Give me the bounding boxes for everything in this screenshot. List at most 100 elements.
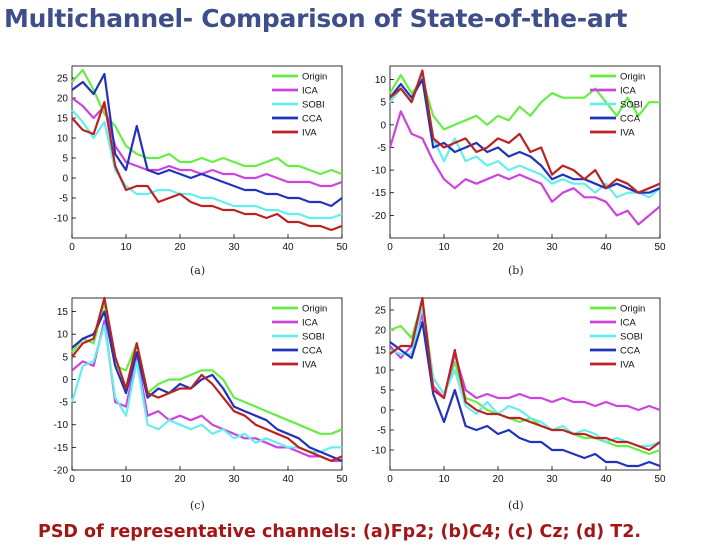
y-tick-label: 20 — [375, 326, 387, 337]
series-line-origin — [71, 68, 343, 176]
plot-frame — [71, 297, 343, 471]
x-tick-label: 40 — [282, 474, 294, 485]
x-tick-label: 0 — [387, 242, 393, 253]
slide-caption: PSD of representative channels: (a)Fp2; … — [38, 522, 642, 542]
y-tick-label: -10 — [54, 420, 69, 431]
legend-label-ica: ICA — [620, 318, 637, 329]
y-tick-label: 0 — [380, 120, 386, 131]
y-tick-label: -20 — [54, 466, 69, 477]
y-tick-label: -15 — [54, 443, 69, 454]
x-tick-label: 10 — [120, 242, 132, 253]
x-tick-label: 10 — [120, 474, 132, 485]
legend-label-iva: IVA — [302, 360, 317, 371]
x-tick-label: 10 — [438, 242, 450, 253]
x-tick-label: 20 — [492, 474, 504, 485]
y-tick-label: 10 — [57, 134, 69, 145]
legend-label-origin: Origin — [620, 72, 645, 83]
y-tick-label: 5 — [380, 98, 386, 109]
x-tick-label: 0 — [387, 474, 393, 485]
series-line-sobi — [389, 304, 661, 448]
legend-label-cca: CCA — [620, 114, 641, 125]
y-tick-label: 5 — [62, 352, 68, 363]
legend-label-origin: Origin — [302, 72, 327, 83]
plot-frame — [389, 297, 661, 471]
plot-frame — [71, 65, 343, 239]
x-tick-label: 30 — [546, 242, 558, 253]
y-tick-label: -5 — [377, 143, 386, 154]
plot-frame — [389, 65, 661, 239]
legend-label-iva: IVA — [620, 128, 635, 139]
series-line-sobi — [389, 74, 661, 199]
x-tick-label: 50 — [654, 474, 666, 485]
y-tick-label: 10 — [375, 366, 387, 377]
series-line-sobi — [70, 324, 342, 453]
y-tick-label: 0 — [62, 174, 68, 185]
series-line-ica — [71, 319, 342, 462]
x-tick-label: 0 — [69, 474, 75, 485]
x-tick-label: 20 — [174, 242, 186, 253]
chart-panel-a: 0 10 20 30 40 50 -10 -5 0 5 10 15 20 25 Origin ICA SOBI C… — [40, 60, 348, 277]
legend-label-cca: CCA — [302, 346, 323, 357]
legend-label-iva: IVA — [302, 128, 317, 139]
y-tick-label: 5 — [380, 386, 386, 397]
y-tick-label: -10 — [372, 166, 387, 177]
chart-panel-c: 0 10 20 30 40 50 -20 -15 -10 -5 0 5 10 15 Origin ICA SOB… — [40, 292, 348, 512]
chart-a-svg: 0 10 20 30 40 50 -10 -5 0 5 10 15 20 25 Origin ICA SOBI C… — [54, 65, 348, 253]
slide-title: Multichannel- Comparison of State-of-the… — [4, 4, 628, 33]
y-tick-label: -10 — [372, 446, 387, 457]
legend-label-sobi: SOBI — [620, 332, 643, 343]
series-line-cca — [389, 78, 661, 194]
x-tick-label: 40 — [282, 242, 294, 253]
series-line-cca — [71, 72, 343, 208]
series-line-origin — [389, 74, 660, 131]
x-tick-label: 30 — [228, 474, 240, 485]
chart-panel-d: 0 10 20 30 40 50 -10 -5 0 5 10 15 20 25 Origin ICA SOBI C… — [358, 292, 666, 512]
x-tick-label: 40 — [600, 242, 612, 253]
x-tick-label: 40 — [600, 474, 612, 485]
y-tick-label: -5 — [59, 398, 68, 409]
y-tick-label: -5 — [59, 194, 68, 205]
x-tick-label: 50 — [654, 242, 666, 253]
x-tick-label: 10 — [438, 474, 450, 485]
chart-d-svg: 0 10 20 30 40 50 -10 -5 0 5 10 15 20 25 Origin ICA SOBI C… — [372, 296, 666, 485]
chart-d-label: (d) — [508, 499, 524, 512]
legend-label-ica: ICA — [620, 86, 637, 97]
x-tick-label: 30 — [228, 242, 240, 253]
series-line-iva — [389, 296, 661, 452]
y-tick-label: 20 — [57, 94, 69, 105]
chart-c-label: (c) — [190, 499, 205, 512]
y-tick-label: 5 — [62, 154, 68, 165]
y-tick-label: 10 — [375, 75, 387, 86]
x-tick-label: 30 — [546, 474, 558, 485]
y-tick-label: 0 — [380, 406, 386, 417]
legend-label-sobi: SOBI — [620, 100, 643, 111]
series-line-cca — [389, 320, 661, 468]
y-tick-label: 25 — [57, 74, 69, 85]
chart-b-svg: 0 10 20 30 40 50 -20 -15 -10 -5 0 5 10 Origin ICA SOBI C… — [372, 65, 666, 253]
legend-label-sobi: SOBI — [302, 332, 325, 343]
legend-label-ica: ICA — [302, 318, 319, 329]
chart-c-svg: 0 10 20 30 40 50 -20 -15 -10 -5 0 5 10 15 Origin ICA SOB… — [54, 296, 348, 485]
y-tick-label: 15 — [57, 307, 69, 318]
y-tick-label: 15 — [375, 346, 387, 357]
y-tick-label: 25 — [375, 306, 387, 317]
y-tick-label: -15 — [372, 188, 387, 199]
legend-label-cca: CCA — [620, 346, 641, 357]
x-tick-label: 50 — [336, 474, 348, 485]
x-tick-label: 50 — [336, 242, 348, 253]
series-line-ica — [388, 110, 661, 226]
chart-a-label: (a) — [190, 264, 206, 277]
x-tick-label: 20 — [174, 474, 186, 485]
chart-panel-b: 0 10 20 30 40 50 -20 -15 -10 -5 0 5 10 Origin ICA SOBI C… — [358, 60, 666, 277]
legend-label-origin: Origin — [620, 304, 645, 315]
y-tick-label: 0 — [62, 375, 68, 386]
legend-label-sobi: SOBI — [302, 100, 325, 111]
series-line-cca — [71, 310, 343, 462]
y-tick-label: -10 — [54, 214, 69, 225]
legend-label-ica: ICA — [302, 86, 319, 97]
legend-label-origin: Origin — [302, 304, 327, 315]
y-tick-label: -5 — [377, 426, 386, 437]
series-line-iva — [71, 100, 343, 232]
series-line-ica — [389, 312, 661, 412]
legend-label-iva: IVA — [620, 360, 635, 371]
